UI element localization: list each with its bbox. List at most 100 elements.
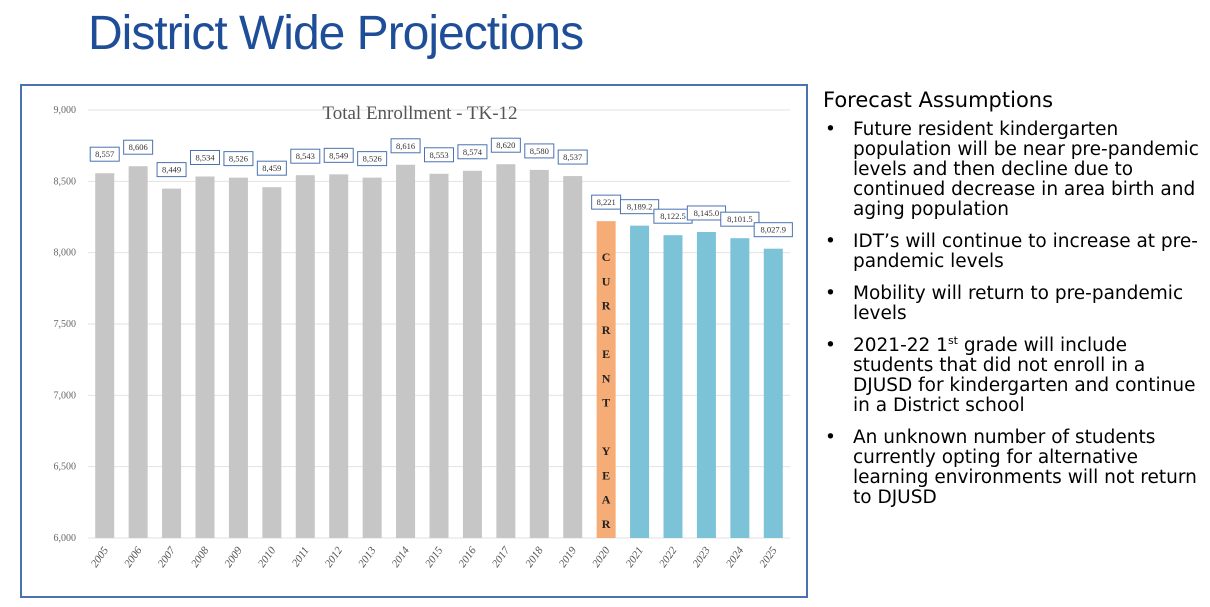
bar-2012: [329, 174, 349, 539]
x-tick-label: 2022: [657, 544, 680, 569]
x-tick-label: 2018: [523, 544, 546, 569]
x-tick-label: 2016: [456, 544, 479, 569]
x-tick-label: 2020: [590, 544, 613, 569]
bar-2010: [262, 187, 282, 538]
data-label-box: [390, 138, 421, 154]
data-label: 8,459: [262, 163, 281, 173]
list-item: • Mobility will return to pre-pandemic l…: [823, 284, 1208, 324]
x-tick-label: 2006: [122, 544, 145, 569]
data-label: 8,449: [162, 165, 181, 175]
list-item: • Future resident kindergarten populatio…: [823, 120, 1208, 220]
data-label-box: [457, 144, 488, 160]
y-tick-label: 9,000: [54, 105, 77, 116]
data-label-box: [619, 199, 660, 215]
bar-2007: [162, 188, 182, 538]
data-label-box: [720, 211, 760, 227]
x-tick-label: 2010: [256, 544, 279, 569]
x-tick-label: 2008: [189, 544, 212, 569]
bar-2008: [195, 176, 215, 538]
y-tick-label: 7,500: [54, 319, 77, 330]
x-tick-label: 2011: [290, 545, 312, 569]
x-tick-label: 2015: [423, 544, 446, 569]
data-label: 8,526: [229, 154, 248, 164]
bar-2006: [128, 166, 148, 538]
x-tick-label: 2013: [356, 544, 379, 569]
bar-2014: [396, 164, 416, 538]
x-tick-label: 2012: [323, 544, 346, 569]
data-label-box: [753, 222, 793, 238]
assumption-text: 2021-22 1st grade will include students …: [853, 335, 1195, 416]
bar-2016: [462, 170, 482, 538]
x-tick-label: 2007: [156, 544, 179, 569]
assumption-text: IDT’s will continue to increase at pre-p…: [853, 231, 1198, 272]
list-item: • An unknown number of students currentl…: [823, 428, 1208, 508]
data-label: 8,616: [396, 141, 415, 151]
data-label-box: [490, 137, 521, 153]
data-label: 8,543: [296, 151, 315, 161]
data-label: 8,620: [496, 140, 515, 150]
bullet-icon: •: [825, 283, 836, 304]
y-tick-label: 6,500: [54, 462, 77, 473]
bar-2019: [563, 176, 583, 538]
y-tick-label: 8,000: [54, 248, 77, 259]
bar-2023: [696, 231, 716, 539]
assumption-text: An unknown number of students currently …: [853, 427, 1197, 508]
bar-2024: [730, 238, 750, 538]
bar-2022: [663, 235, 683, 538]
data-label: 8,189.2: [627, 202, 653, 212]
data-label: 8,221: [597, 197, 616, 207]
assumption-text-post: grade will include students that did not…: [853, 335, 1196, 416]
current-year-letter: E: [602, 347, 610, 361]
current-year-letter: R: [602, 517, 611, 531]
assumption-text: Mobility will return to pre-pandemic lev…: [853, 283, 1184, 324]
chart-title: Total Enrollment - TK-12: [322, 103, 517, 124]
data-label-box: [357, 151, 388, 167]
y-tick-label: 8,500: [54, 176, 77, 187]
assumptions-heading: Forecast Assumptions: [823, 88, 1054, 112]
y-tick-label: 6,000: [54, 533, 77, 544]
bullet-icon: •: [825, 119, 836, 140]
data-label-box: [323, 147, 354, 163]
data-label-box: [256, 160, 287, 176]
data-label: 8,580: [530, 146, 549, 156]
data-label: 8,027.9: [761, 225, 787, 235]
data-label-box: [424, 147, 454, 163]
bar-2005: [95, 173, 115, 538]
forecast-assumptions-panel: Forecast Assumptions • Future resident k…: [823, 88, 1208, 520]
x-tick-label: 2017: [490, 544, 513, 569]
y-tick-label: 7,000: [54, 390, 77, 401]
bar-2015: [429, 173, 449, 538]
assumptions-list: • Future resident kindergarten populatio…: [823, 120, 1208, 508]
x-tick-label: 2005: [89, 544, 112, 569]
current-year-letter: Y: [602, 444, 611, 458]
bar-2017: [496, 164, 516, 539]
data-label: 8,549: [329, 150, 348, 160]
bar-2018: [529, 169, 549, 539]
data-label: 8,534: [195, 152, 215, 162]
bar-2013: [362, 177, 382, 538]
data-label: 8,526: [363, 154, 382, 164]
page-title: District Wide Projections: [88, 7, 584, 60]
bar-2025: [763, 248, 783, 538]
list-item: • IDT’s will continue to increase at pre…: [823, 232, 1208, 272]
data-label-box: [156, 162, 187, 178]
data-label-box: [223, 151, 254, 167]
current-year-letter: R: [602, 323, 611, 337]
chart-canvas: 8,557 8,606 8,449 8,534 8,526 8,459 8,543 8,549…: [54, 103, 793, 570]
data-label: 8,537: [563, 152, 582, 162]
bar-2021: [630, 225, 650, 538]
current-year-letter: T: [602, 396, 610, 410]
x-tick-label: 2023: [690, 544, 713, 569]
current-year-letter: U: [602, 274, 611, 288]
data-label: 8,145.0: [694, 208, 720, 218]
bullet-icon: •: [825, 335, 836, 356]
bar-2011: [295, 175, 315, 538]
data-label-box: [557, 149, 588, 165]
data-label: 8,557: [95, 149, 114, 159]
current-year-letter: A: [602, 493, 611, 507]
assumption-text-pre: 2021-22 1: [853, 335, 948, 356]
list-item: • 2021-22 1st grade will include student…: [823, 335, 1208, 416]
x-tick-label: 2025: [757, 544, 780, 569]
enrollment-chart: 8,557 8,606 8,449 8,534 8,526 8,459 8,543 8,549…: [20, 84, 808, 598]
current-year-letter: R: [602, 299, 611, 313]
